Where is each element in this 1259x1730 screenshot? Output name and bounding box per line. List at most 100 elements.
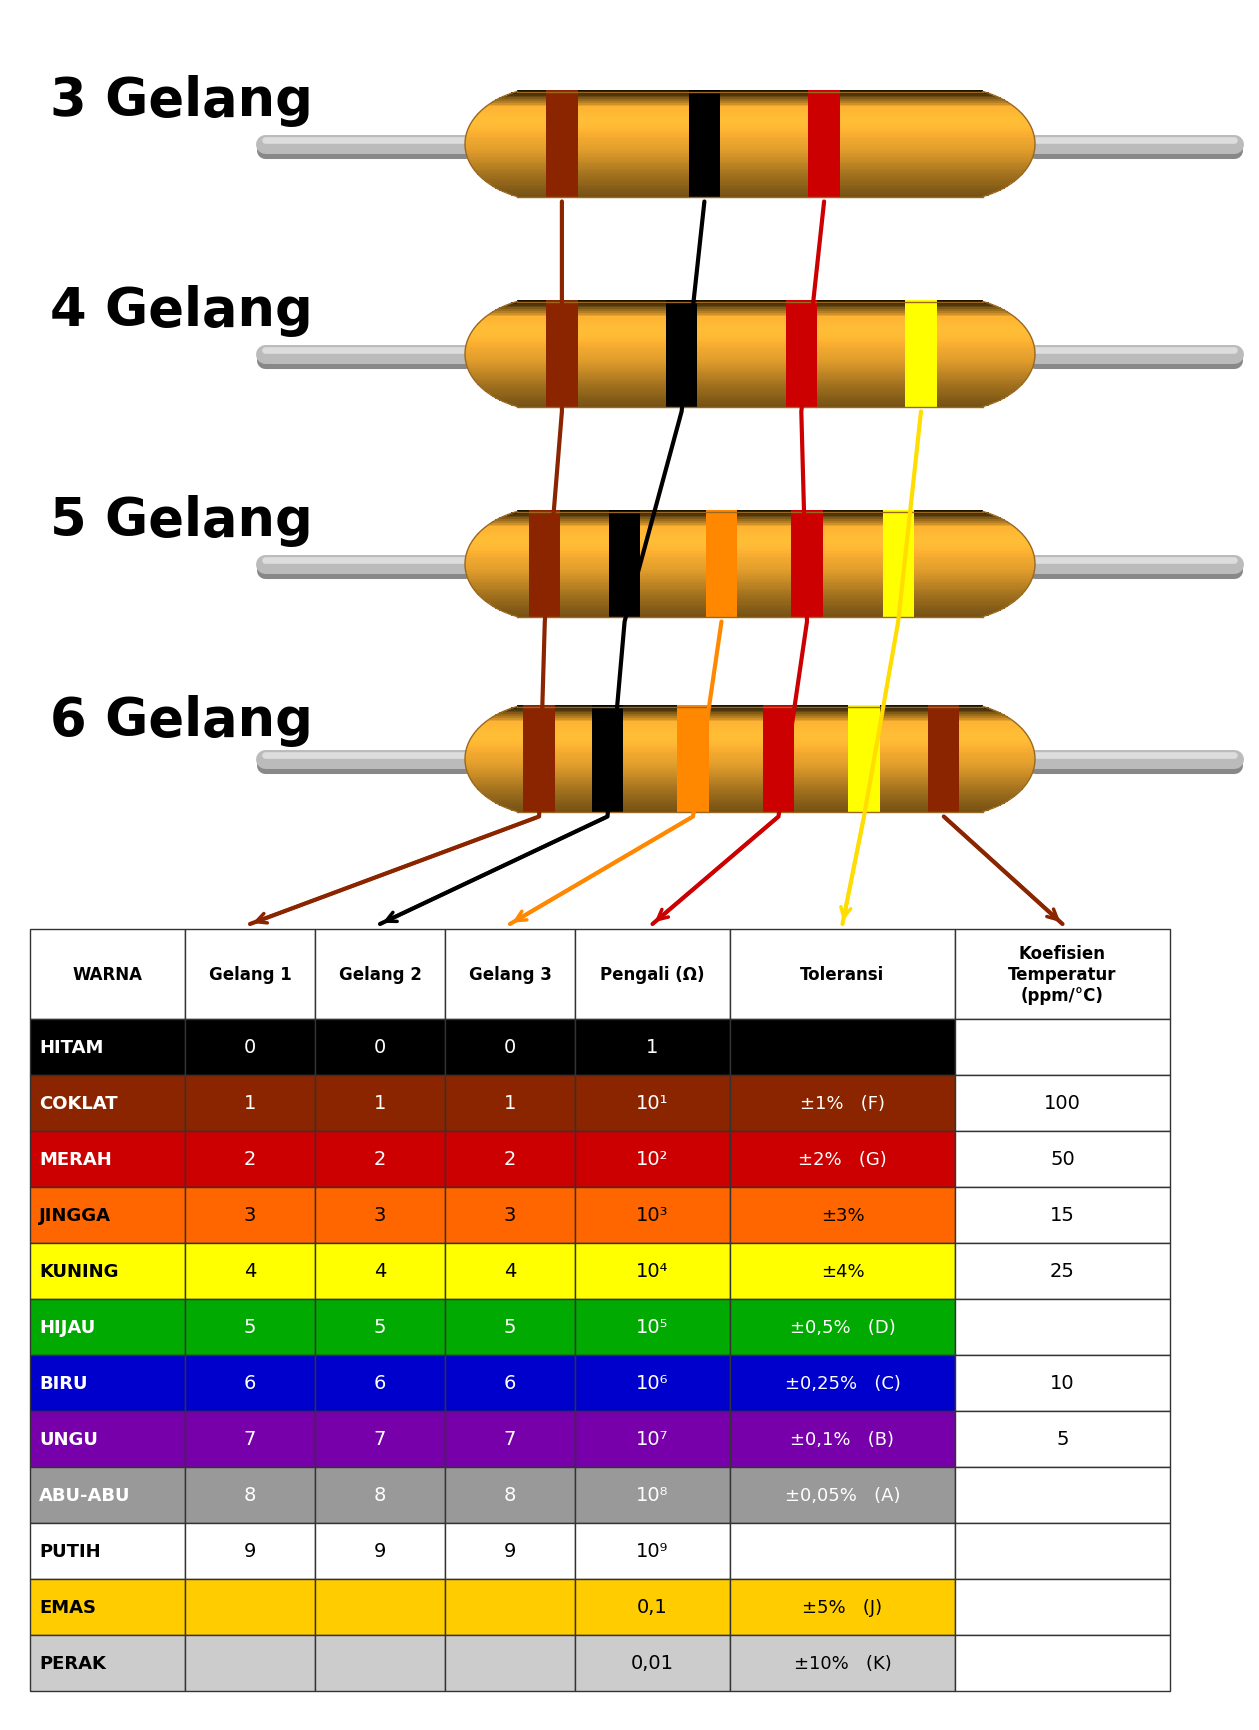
Text: ±4%: ±4% (821, 1263, 865, 1280)
Bar (689, 161, 720, 163)
Bar (786, 337, 817, 339)
Bar (883, 533, 914, 535)
Bar (928, 765, 959, 766)
Bar (467, 130, 1032, 133)
Bar (529, 533, 560, 535)
Bar (786, 329, 817, 330)
Bar (883, 595, 914, 597)
Bar (529, 545, 560, 547)
Bar (677, 810, 709, 811)
Bar (609, 581, 641, 583)
Bar (849, 758, 880, 759)
Bar (524, 785, 555, 789)
Bar (763, 810, 794, 811)
Bar (475, 732, 1026, 735)
Bar (546, 149, 578, 151)
Bar (473, 782, 1027, 785)
Bar (575, 1522, 730, 1579)
Bar (905, 407, 937, 408)
Bar (905, 374, 937, 377)
Bar (524, 749, 555, 751)
Bar (706, 524, 738, 526)
Bar (786, 317, 817, 320)
Bar (792, 604, 822, 606)
Bar (808, 157, 840, 159)
Bar (928, 725, 959, 728)
Bar (471, 585, 1030, 586)
Bar (689, 149, 720, 151)
Bar (883, 600, 914, 602)
Bar (730, 929, 956, 1019)
Bar (786, 382, 817, 386)
Bar (905, 368, 937, 370)
Bar (883, 529, 914, 531)
Bar (529, 524, 560, 526)
Bar (849, 778, 880, 782)
Bar (490, 313, 1011, 317)
Bar (905, 313, 937, 317)
Bar (677, 794, 709, 798)
Bar (792, 528, 822, 529)
Bar (524, 728, 555, 732)
Bar (546, 123, 578, 126)
Bar (792, 559, 822, 561)
Bar (905, 348, 937, 349)
Bar (677, 770, 709, 772)
Bar (524, 789, 555, 792)
Bar (849, 747, 880, 749)
Bar (808, 159, 840, 161)
Bar (883, 510, 914, 514)
Bar (689, 190, 720, 194)
Bar (506, 403, 993, 405)
Bar (529, 522, 560, 524)
Bar (524, 720, 555, 723)
Bar (689, 121, 720, 125)
Bar (706, 585, 738, 586)
Bar (465, 145, 1035, 147)
Bar (883, 514, 914, 517)
Text: UNGU: UNGU (39, 1431, 98, 1448)
Bar (763, 777, 794, 780)
Bar (706, 554, 738, 555)
Bar (30, 929, 185, 1019)
Bar (546, 346, 578, 348)
Bar (849, 718, 880, 721)
Bar (546, 182, 578, 185)
Bar (730, 1579, 956, 1635)
Bar (478, 112, 1021, 114)
Bar (466, 768, 1034, 770)
Bar (490, 718, 1011, 721)
Bar (499, 308, 1001, 311)
Bar (487, 182, 1013, 185)
Text: Pengali (Ω): Pengali (Ω) (601, 965, 705, 983)
Bar (763, 725, 794, 728)
Bar (905, 405, 937, 407)
Bar (706, 540, 738, 541)
Bar (808, 149, 840, 151)
Bar (524, 727, 555, 730)
Bar (689, 131, 720, 135)
Bar (524, 778, 555, 782)
Bar (477, 114, 1022, 116)
Bar (905, 315, 937, 318)
Bar (546, 334, 578, 336)
Bar (677, 727, 709, 730)
Bar (689, 106, 720, 107)
Bar (529, 585, 560, 586)
Bar (524, 782, 555, 785)
Bar (928, 787, 959, 791)
Bar (883, 585, 914, 586)
Bar (495, 398, 1005, 400)
Bar (466, 149, 1035, 151)
Bar (786, 367, 817, 368)
Bar (763, 794, 794, 798)
Bar (928, 739, 959, 740)
Bar (185, 1019, 315, 1076)
Bar (905, 337, 937, 339)
Bar (849, 751, 880, 753)
Bar (928, 792, 959, 796)
Bar (808, 95, 840, 97)
Bar (546, 308, 578, 311)
Bar (524, 791, 555, 794)
Bar (546, 407, 578, 408)
